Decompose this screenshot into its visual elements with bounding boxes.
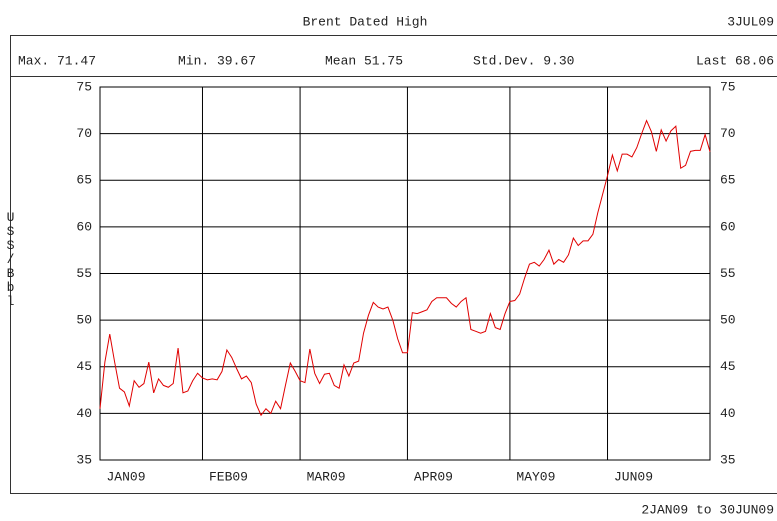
stat: Min. 39.67 (178, 53, 256, 68)
y2-tick-label: 70 (720, 126, 736, 141)
y-tick-label: 40 (76, 406, 92, 421)
x-tick-label: MAR09 (307, 469, 346, 484)
y-axis-label: US$/Bbl (3, 210, 18, 308)
footer: 2JAN09 to 30JUN09 (641, 502, 774, 517)
y2-tick-label: 45 (720, 359, 736, 374)
y2-tick-label: 50 (720, 313, 736, 328)
y-tick-label: 35 (76, 452, 92, 467)
y2-tick-label: 60 (720, 219, 736, 234)
stat: Max. 71.47 (18, 53, 96, 68)
x-tick-label: APR09 (414, 469, 453, 484)
y2-tick-label: 35 (720, 452, 736, 467)
x-tick-label: JAN09 (106, 469, 145, 484)
y-tick-label: 50 (76, 313, 92, 328)
y-tick-label: 75 (76, 79, 92, 94)
y2-tick-label: 75 (720, 79, 736, 94)
y2-tick-label: 55 (720, 266, 736, 281)
y2-tick-label: 65 (720, 173, 736, 188)
frame (10, 35, 777, 494)
x-tick-label: MAY09 (516, 469, 555, 484)
x-tick-label: FEB09 (209, 469, 248, 484)
x-tick-label: JUN09 (614, 469, 653, 484)
stat: Std.Dev. 9.30 (473, 53, 574, 68)
line-series (99, 119, 711, 417)
y-tick-label: 45 (76, 359, 92, 374)
y-tick-label: 60 (76, 219, 92, 234)
date: 3JUL09 (727, 14, 774, 29)
y2-tick-label: 40 (720, 406, 736, 421)
y-tick-label: 65 (76, 173, 92, 188)
y-tick-label: 55 (76, 266, 92, 281)
plot-border (99, 86, 711, 461)
chart-title: Brent Dated High (303, 14, 428, 29)
stat: Last 68.06 (696, 53, 774, 68)
stat: Mean 51.75 (325, 53, 403, 68)
y-tick-label: 70 (76, 126, 92, 141)
